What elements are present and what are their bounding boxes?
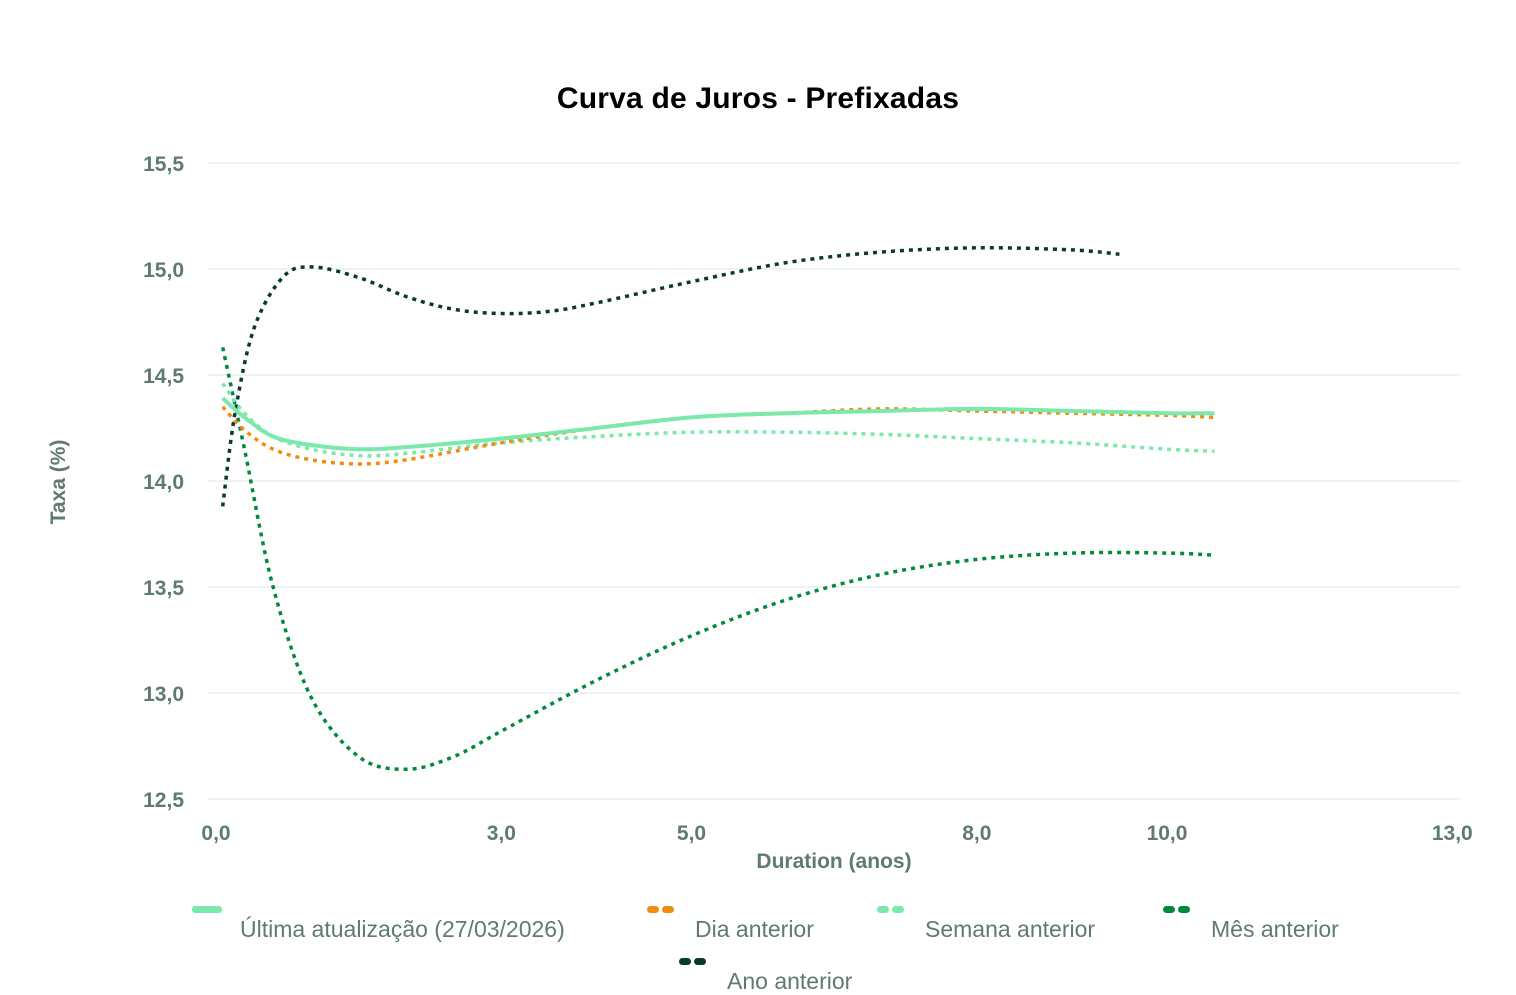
- y-tick-label: 13,0: [143, 683, 184, 706]
- legend-swatch-dotted-icon: [1163, 906, 1190, 913]
- x-axis-ticks: 0,0 3,0 5,0 8,0 10,0 13,0: [201, 822, 1472, 845]
- series-line[interactable]: [220, 245, 1120, 507]
- y-tick-label: 14,5: [143, 365, 184, 388]
- legend-label: Ano anterior: [727, 968, 853, 994]
- x-tick-label: 10,0: [1147, 822, 1188, 845]
- y-tick-label: 15,5: [143, 153, 184, 176]
- x-tick-label: 5,0: [677, 822, 706, 845]
- x-axis-label: Duration (anos): [756, 850, 911, 873]
- legend-swatch-dotted-icon: [679, 958, 706, 965]
- legend-swatch-solid-icon: [192, 906, 222, 913]
- series-line[interactable]: [221, 396, 1215, 452]
- y-tick-label: 15,0: [143, 259, 184, 282]
- x-tick-label: 8,0: [962, 822, 991, 845]
- legend-swatch-dotted-icon: [877, 906, 904, 913]
- chart-title: Curva de Juros - Prefixadas: [556, 82, 960, 115]
- y-axis-label: Taxa (%): [47, 440, 70, 525]
- y-tick-label: 12,5: [143, 789, 184, 812]
- y-axis-ticks: 15,5 15,0 14,5 14,0 13,5 13,0 12,5: [143, 153, 184, 812]
- legend-label: Dia anterior: [695, 916, 814, 942]
- grid-lines: [208, 162, 1460, 800]
- legend-label: Última atualização (27/03/2026): [240, 916, 565, 942]
- series-line[interactable]: [220, 347, 1215, 772]
- x-tick-label: 13,0: [1432, 822, 1473, 845]
- legend-label: Semana anterior: [925, 916, 1096, 942]
- series-lines: [220, 245, 1215, 772]
- x-tick-label: 3,0: [487, 822, 516, 845]
- x-tick-label: 0,0: [201, 822, 230, 845]
- y-tick-label: 14,0: [143, 471, 184, 494]
- legend-label: Mês anterior: [1211, 916, 1339, 942]
- y-tick-label: 13,5: [143, 577, 184, 600]
- legend-swatch-dotted-icon: [647, 906, 674, 913]
- series-line[interactable]: [221, 382, 1215, 458]
